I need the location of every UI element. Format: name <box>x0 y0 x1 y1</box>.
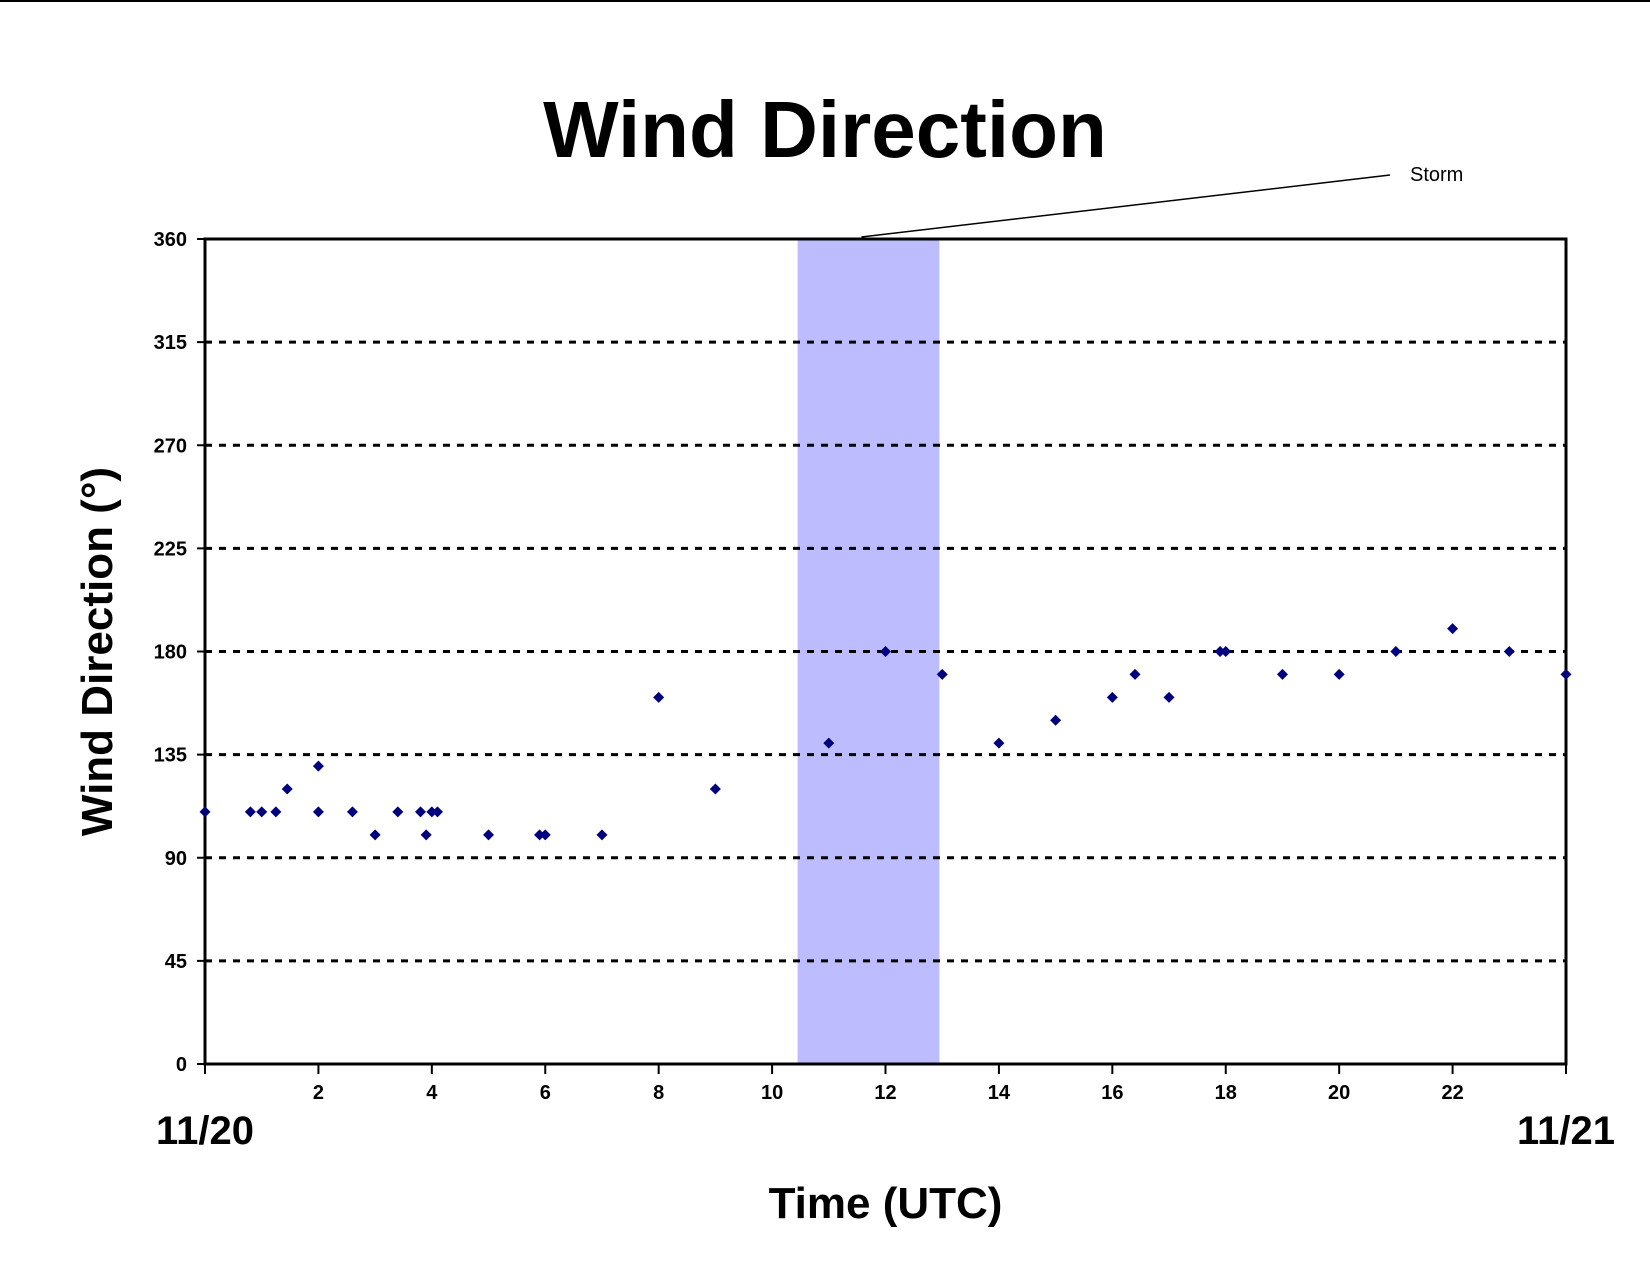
data-point-3 <box>270 806 282 818</box>
data-point-9 <box>392 806 404 818</box>
x-axis-title: Time (UTC) <box>769 1179 1003 1228</box>
y-tick-label-225: 225 <box>154 538 187 560</box>
data-point-1 <box>244 806 256 818</box>
data-point-12 <box>426 806 438 818</box>
data-point-31 <box>1333 668 1345 680</box>
data-point-7 <box>346 806 358 818</box>
x-tick-label-16: 16 <box>1101 1082 1123 1104</box>
data-point-29 <box>1220 646 1232 657</box>
date-start-label: 11/20 <box>156 1109 254 1153</box>
data-point-28 <box>1214 646 1226 657</box>
data-point-5 <box>312 806 324 818</box>
y-tick-label-90: 90 <box>165 848 187 870</box>
data-point-11 <box>420 829 432 841</box>
y-tick-label-45: 45 <box>165 951 187 973</box>
y-tick-label-360: 360 <box>154 229 187 251</box>
data-point-14 <box>483 829 495 841</box>
data-point-23 <box>993 737 1005 749</box>
x-tick-label-20: 20 <box>1328 1082 1350 1104</box>
data-point-24 <box>1050 714 1062 726</box>
data-point-25 <box>1106 691 1118 703</box>
data-point-15 <box>534 829 546 841</box>
y-tick-label-180: 180 <box>154 642 187 664</box>
data-point-17 <box>596 829 608 841</box>
data-point-19 <box>709 783 721 795</box>
storm-callout-line <box>861 174 1391 238</box>
data-point-2 <box>256 806 268 818</box>
data-point-21 <box>880 646 891 657</box>
data-point-20 <box>823 737 835 749</box>
data-point-26 <box>1129 668 1141 680</box>
date-end-label: 11/21 <box>1517 1109 1615 1153</box>
y-tick-label-135: 135 <box>154 745 187 767</box>
x-tick-label-10: 10 <box>761 1082 783 1104</box>
x-tick-label-14: 14 <box>988 1082 1011 1104</box>
storm-label: Storm <box>1410 164 1463 186</box>
data-point-0 <box>199 806 211 818</box>
top-border-line <box>0 0 1650 2</box>
x-tick-label-12: 12 <box>874 1082 896 1104</box>
data-point-34 <box>1503 646 1515 657</box>
x-tick-label-4: 4 <box>426 1082 438 1104</box>
y-tick-label-315: 315 <box>154 332 187 354</box>
x-tick-label-22: 22 <box>1441 1082 1463 1104</box>
data-point-4 <box>281 783 293 795</box>
data-point-22 <box>936 668 948 680</box>
data-point-33 <box>1447 623 1459 635</box>
x-tick-label-2: 2 <box>313 1082 324 1104</box>
data-point-8 <box>369 829 381 841</box>
x-tick-label-8: 8 <box>653 1082 664 1104</box>
x-tick-label-6: 6 <box>540 1082 551 1104</box>
data-point-32 <box>1390 646 1402 657</box>
data-point-35 <box>1560 668 1572 680</box>
y-tick-label-270: 270 <box>154 435 187 457</box>
data-point-30 <box>1276 668 1288 680</box>
x-tick-label-18: 18 <box>1215 1082 1237 1104</box>
data-point-13 <box>432 806 444 818</box>
y-axis-title: Wind Direction (°) <box>73 467 122 836</box>
data-point-27 <box>1163 691 1175 703</box>
data-point-16 <box>539 829 551 841</box>
chart-title: Wind Direction <box>543 85 1107 174</box>
data-point-10 <box>414 806 426 818</box>
y-tick-label-0: 0 <box>176 1054 187 1076</box>
data-point-6 <box>312 760 324 772</box>
data-point-18 <box>653 691 665 703</box>
